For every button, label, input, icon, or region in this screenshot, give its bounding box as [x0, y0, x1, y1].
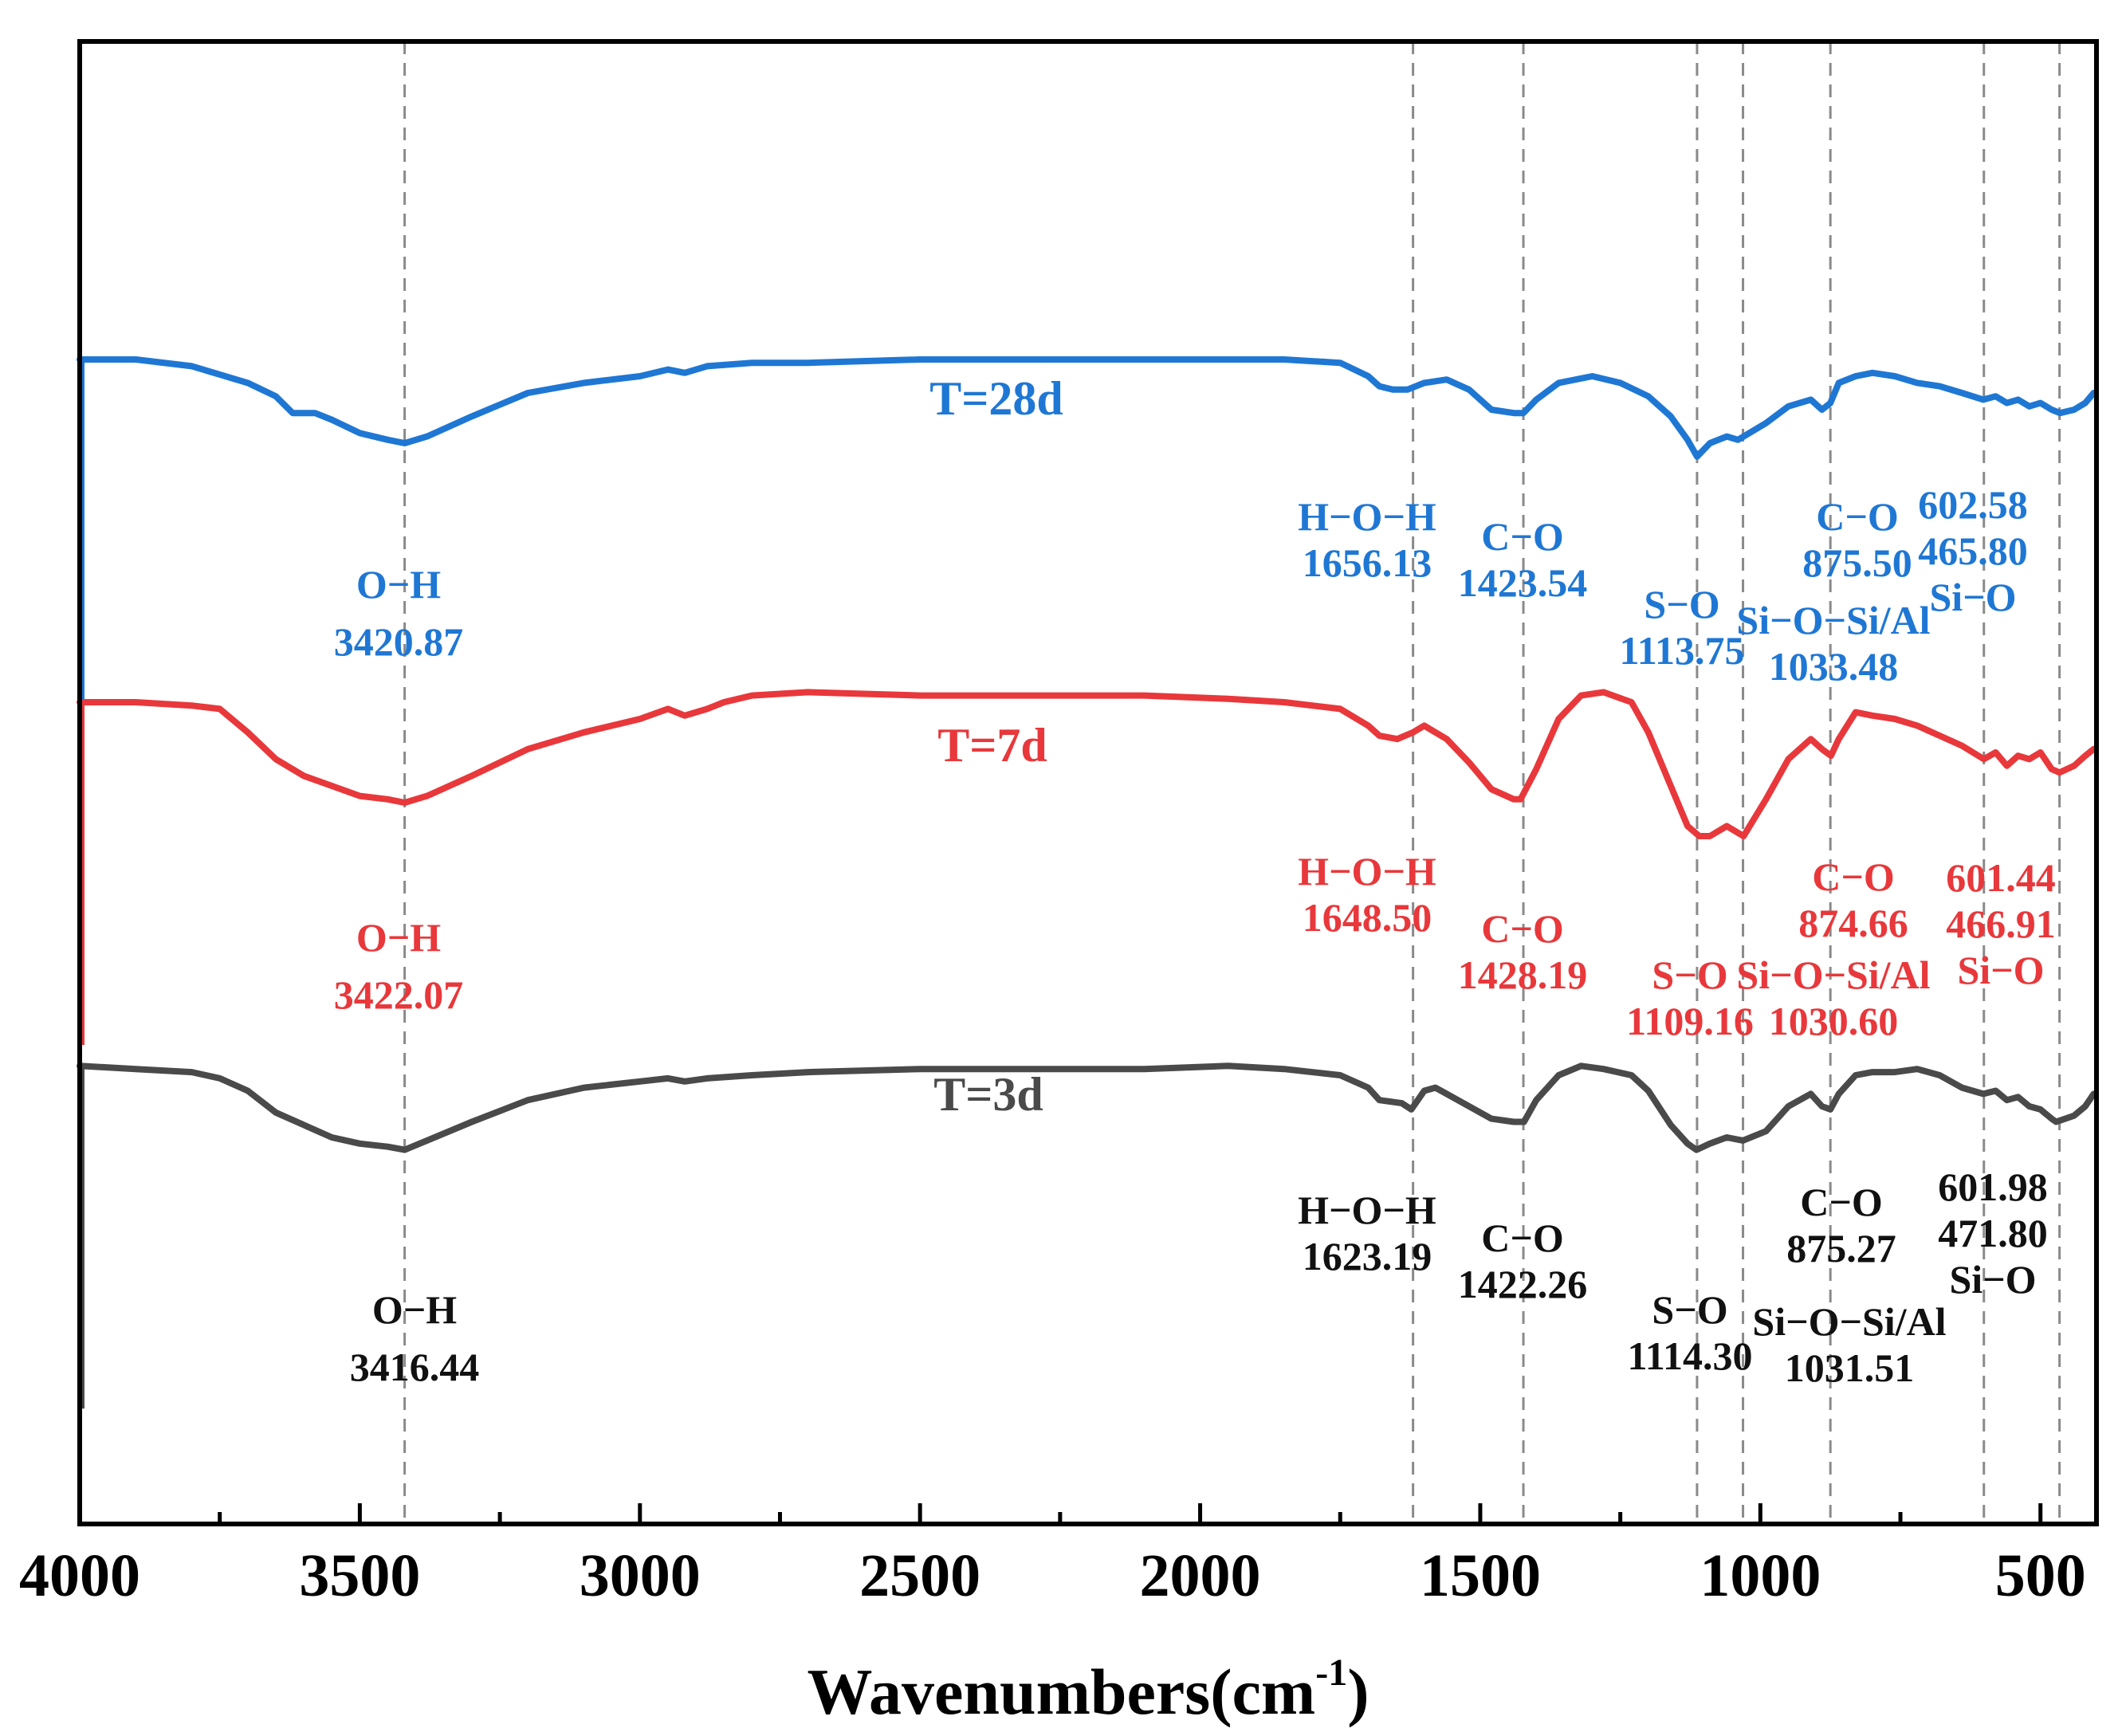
- peak-annotation-line: C−O: [1481, 514, 1564, 559]
- peak-annotation-line: 1422.26: [1458, 1262, 1588, 1306]
- x-tick-label: 1000: [1700, 1542, 1821, 1609]
- series-layer: T=28d T=7d T=3d: [77, 356, 2097, 1409]
- peak-annotation-line: C−O: [1816, 494, 1899, 539]
- peak-annotation-line: 874.66: [1798, 901, 1908, 945]
- reference-lines: [403, 41, 2061, 1524]
- peak-annotation-line: 1030.60: [1769, 999, 1899, 1043]
- peak-annotation-line: Si−O: [1957, 948, 2044, 992]
- peak-annotation-line: 1031.51: [1785, 1345, 1915, 1390]
- peak-annotation: C−O 1422.26: [1458, 1216, 1588, 1306]
- peak-annotation: S−O 1114.30: [1628, 1287, 1753, 1378]
- x-tick-label: 3000: [580, 1542, 701, 1609]
- peak-annotation-line: Si−O: [1929, 575, 2016, 619]
- x-axis-ticks: 4000 3500 3000 2500 2000 1500 1000 500: [19, 1503, 2086, 1609]
- peak-annotation-line: 1623.19: [1303, 1234, 1432, 1278]
- peak-annotation: Si−O−Si/Al 1033.48: [1736, 598, 1930, 689]
- peak-annotation-line: 465.80: [1918, 528, 2028, 573]
- peak-annotation-line: H−O−H: [1298, 494, 1436, 539]
- peak-annotation-line: Si−O−Si/Al: [1736, 952, 1930, 997]
- peak-annotation-line: C−O: [1812, 854, 1895, 899]
- plot-frame: [77, 39, 2099, 1526]
- annotation-layer: O−H 3420.87H−O−H 1656.13C−O 1423.54 S−O 1113.…: [334, 482, 2056, 1390]
- peak-annotation: C−O 874.66: [1798, 854, 1908, 945]
- peak-annotation-line: 3416.44: [350, 1345, 480, 1389]
- x-tick-label: 2000: [1140, 1542, 1261, 1609]
- peak-annotation-line: C−O: [1481, 906, 1564, 951]
- peak-annotation-line: O−H: [372, 1287, 457, 1332]
- peak-annotation: H−O−H 1648.50: [1298, 849, 1436, 940]
- peak-annotation-line: 1033.48: [1769, 644, 1899, 689]
- peak-annotation-line: 1648.50: [1303, 895, 1432, 940]
- series-title: T=7d: [937, 719, 1047, 772]
- series-title: T=28d: [929, 372, 1063, 425]
- peak-annotation: O−H 3420.87: [334, 562, 464, 664]
- peak-annotation-line: S−O: [1652, 952, 1727, 997]
- peak-annotation-line: Si−O−Si/Al: [1752, 1299, 1946, 1344]
- peak-annotation-line: 1109.16: [1626, 999, 1754, 1043]
- x-tick-label: 3500: [299, 1542, 420, 1609]
- peak-annotation-line: C−O: [1800, 1180, 1883, 1224]
- peak-annotation-line: C−O: [1481, 1216, 1564, 1260]
- peak-annotation: H−O−H 1623.19: [1298, 1188, 1436, 1278]
- peak-annotation: S−O 1109.16: [1626, 952, 1754, 1043]
- peak-annotation: C−O 875.50: [1802, 494, 1912, 585]
- peak-annotation-line: 471.80: [1938, 1211, 2048, 1255]
- peak-annotation-line: 466.91: [1946, 901, 2056, 946]
- series-title: T=3d: [933, 1068, 1043, 1121]
- x-axis-label: Wavenumbers(cm-1): [808, 1652, 1369, 1728]
- peak-annotation-line: Si−O: [1949, 1257, 2036, 1302]
- peak-annotation-line: S−O: [1644, 582, 1719, 626]
- x-tick-label: 2500: [859, 1542, 980, 1609]
- peak-annotation: C−O 875.27: [1786, 1180, 1896, 1271]
- peak-annotation: Si−O−Si/Al 1031.51: [1752, 1299, 1946, 1390]
- peak-annotation: O−H 3422.07: [334, 915, 464, 1017]
- peak-annotation: C−O 1428.19: [1458, 906, 1588, 997]
- peak-annotation-line: 1113.75: [1620, 628, 1745, 673]
- peak-annotation: 601.98 471.80 Si−O: [1938, 1165, 2048, 1302]
- peak-annotation-line: 601.98: [1938, 1165, 2048, 1209]
- x-tick-label: 4000: [19, 1542, 140, 1609]
- x-tick-label: 1500: [1420, 1542, 1541, 1609]
- peak-annotation: H−O−H 1656.13: [1298, 494, 1436, 585]
- peak-annotation-line: H−O−H: [1298, 1188, 1436, 1232]
- peak-annotation-line: 1656.13: [1303, 540, 1432, 585]
- peak-annotation-line: O−H: [356, 915, 441, 960]
- peak-annotation: C−O 1423.54: [1458, 514, 1588, 605]
- peak-annotation-line: Si−O−Si/Al: [1736, 598, 1930, 642]
- peak-annotation-line: 1114.30: [1628, 1333, 1753, 1378]
- peak-annotation-line: 1428.19: [1458, 952, 1588, 997]
- series-line: [77, 356, 2097, 460]
- peak-annotation: O−H 3416.44: [350, 1287, 480, 1389]
- peak-annotation-line: 601.44: [1946, 855, 2056, 900]
- x-tick-label: 500: [1995, 1542, 2086, 1609]
- peak-annotation: 602.58 465.80 Si−O: [1918, 482, 2028, 619]
- peak-annotation-line: 3420.87: [334, 619, 464, 664]
- peak-annotation-line: 1423.54: [1458, 560, 1588, 605]
- peak-annotation-line: 3422.07: [334, 972, 464, 1017]
- x-axis-label-close: ): [1347, 1655, 1369, 1728]
- x-axis-label-main: Wavenumbers(cm: [808, 1655, 1316, 1728]
- peak-annotation-line: 602.58: [1918, 482, 2028, 527]
- series-line: [77, 689, 2097, 839]
- peak-annotation-line: 875.27: [1786, 1226, 1896, 1271]
- peak-annotation: S−O 1113.75: [1620, 582, 1745, 673]
- x-axis-label-superscript: -1: [1315, 1652, 1347, 1694]
- peak-annotation: 601.44 466.91 Si−O: [1946, 855, 2056, 992]
- peak-annotation-line: S−O: [1652, 1287, 1727, 1332]
- peak-annotation-line: 875.50: [1802, 540, 1912, 585]
- peak-annotation: Si−O−Si/Al 1030.60: [1736, 952, 1930, 1043]
- peak-annotation-line: O−H: [356, 562, 441, 607]
- peak-annotation-line: H−O−H: [1298, 849, 1436, 894]
- series-line: [77, 1062, 2097, 1153]
